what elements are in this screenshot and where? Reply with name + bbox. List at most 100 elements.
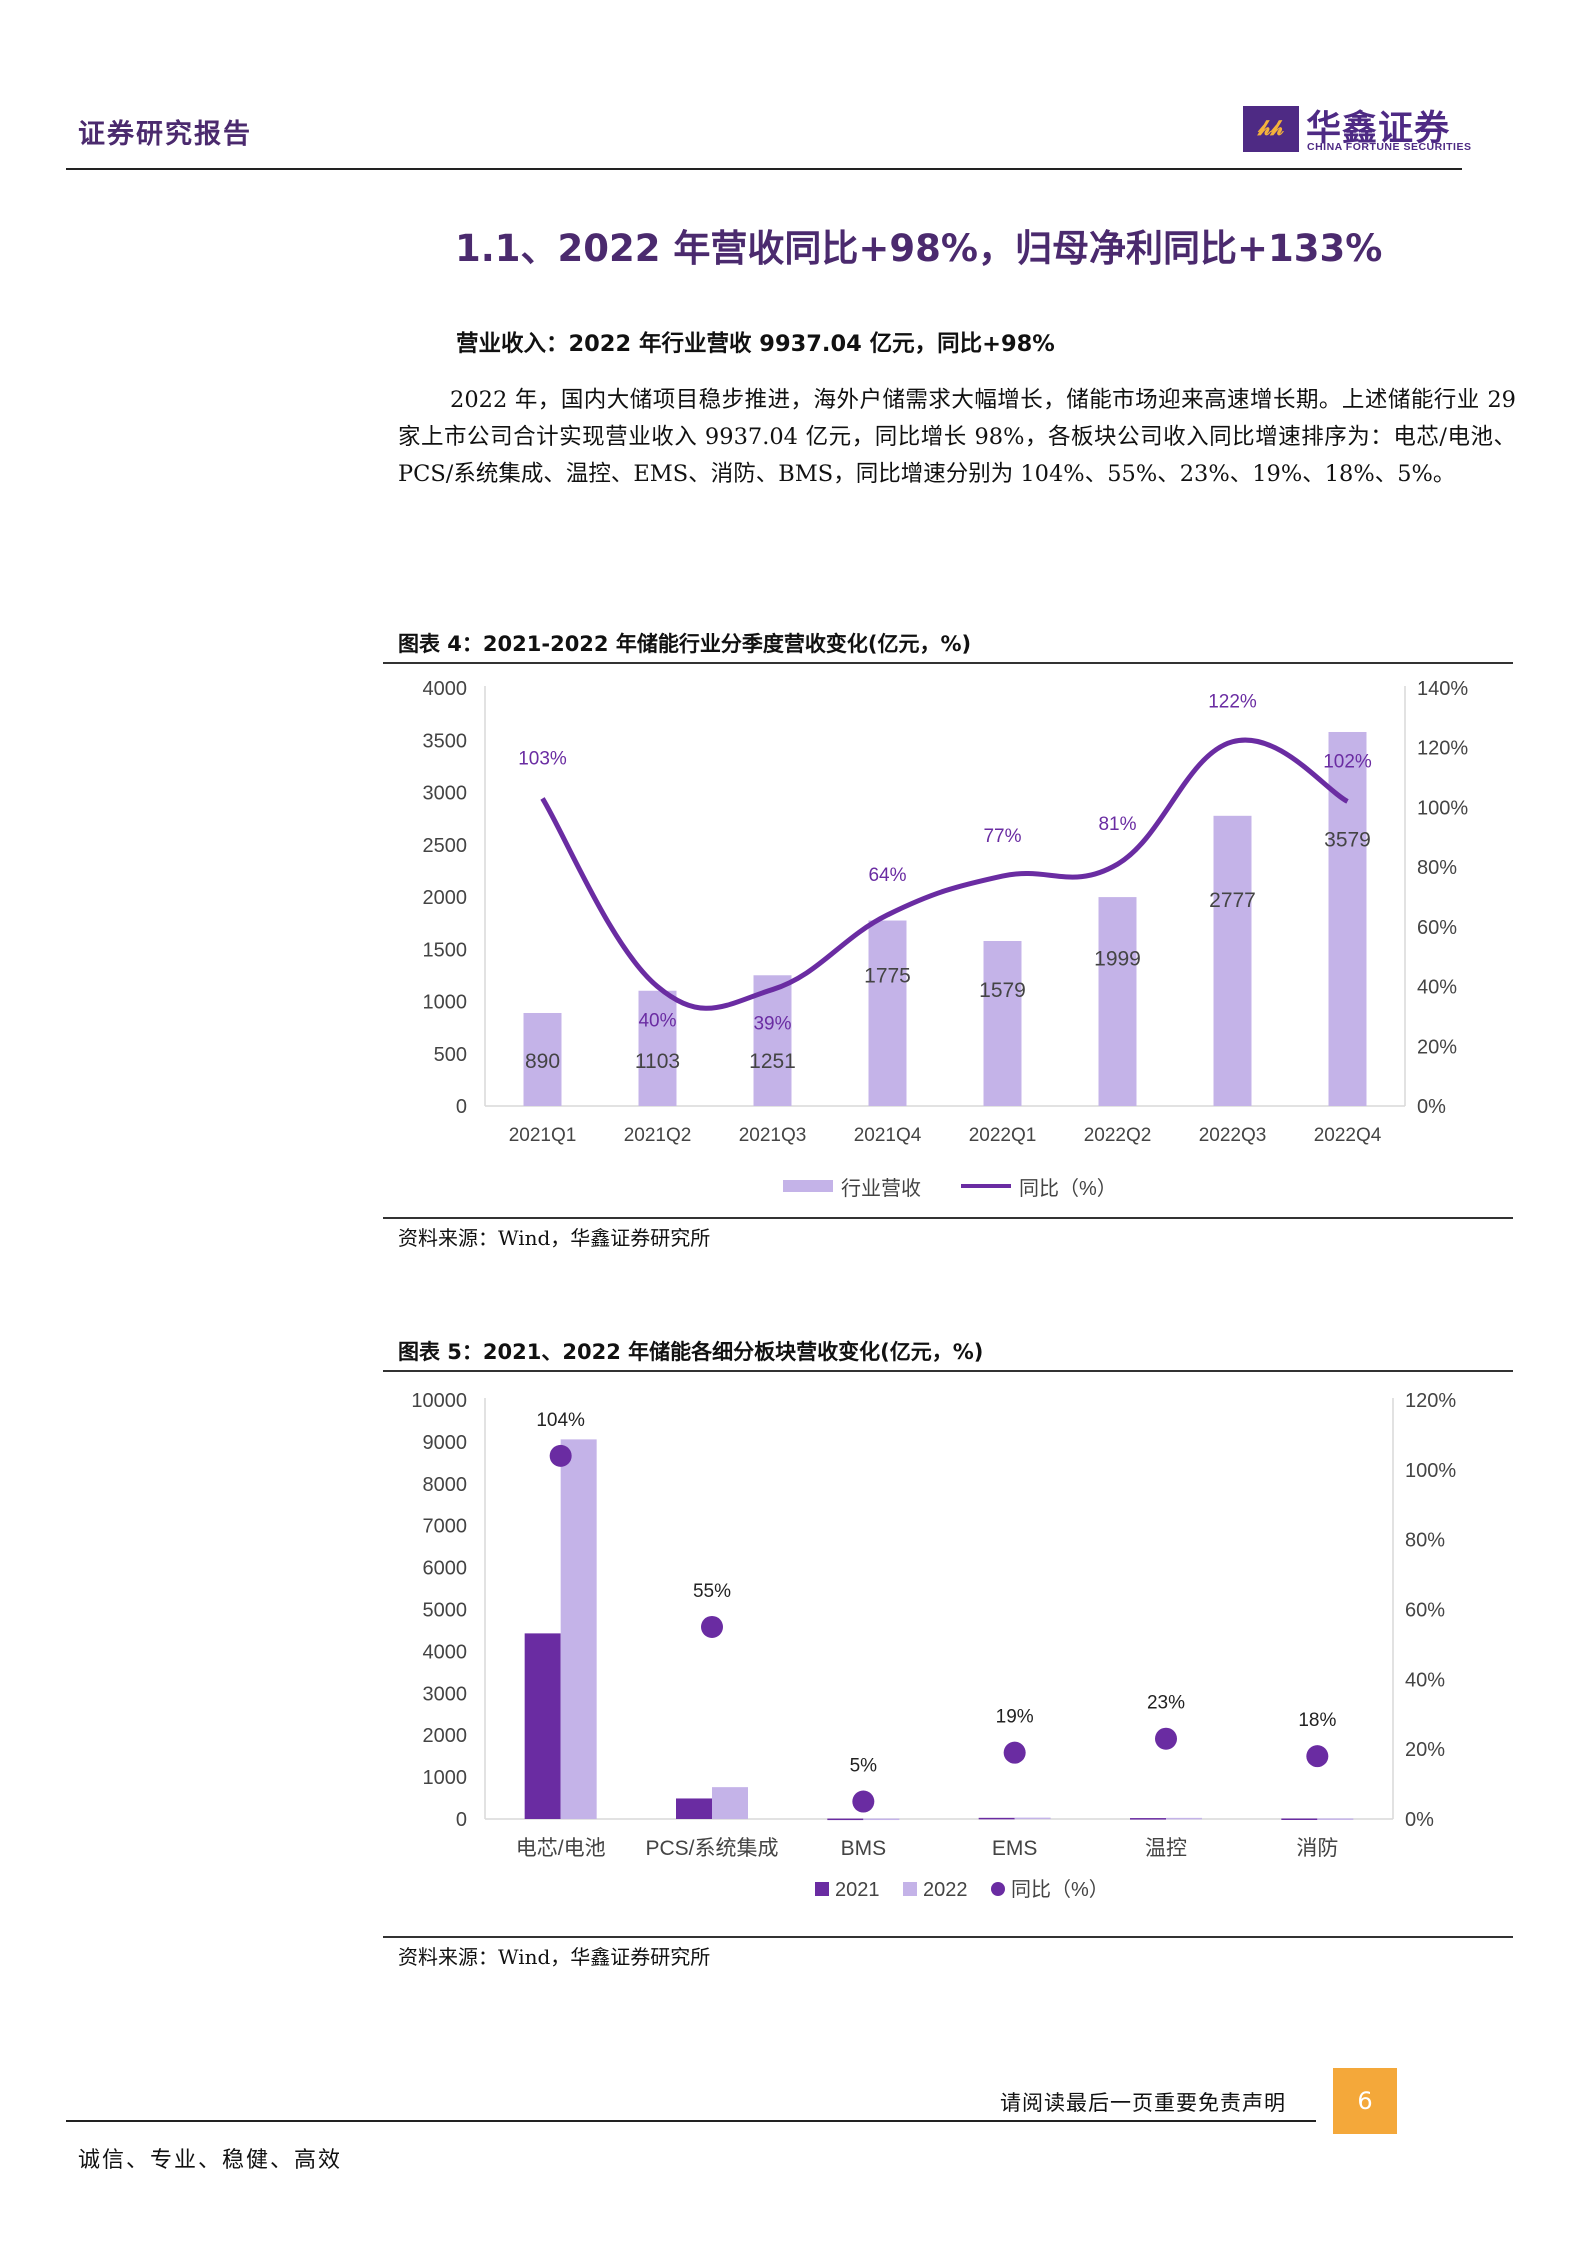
y-left-tick-label: 1000 bbox=[423, 992, 468, 1014]
yoy-growth-label: 19% bbox=[996, 1707, 1034, 1728]
y-right-tick-label: 60% bbox=[1417, 917, 1457, 939]
bar-2021 bbox=[1130, 1818, 1166, 1820]
y-right-tick-label: 60% bbox=[1405, 1600, 1445, 1622]
legend-bar-label: 行业营收 bbox=[841, 1177, 921, 1200]
y-left-tick-label: 4000 bbox=[423, 678, 468, 700]
header-divider bbox=[66, 168, 1462, 170]
y-right-tick-label: 0% bbox=[1417, 1096, 1446, 1118]
yoy-growth-label: 81% bbox=[1098, 814, 1136, 835]
yoy-growth-dot bbox=[852, 1790, 875, 1813]
y-left-tick-label: 9000 bbox=[423, 1432, 468, 1454]
y-left-tick-label: 6000 bbox=[423, 1558, 468, 1580]
revenue-bar bbox=[1098, 897, 1137, 1106]
sub-heading: 营业收入：2022 年行业营收 9937.04 亿元，同比+98% bbox=[456, 331, 1055, 357]
y-left-tick-label: 0 bbox=[456, 1096, 467, 1118]
bar-2022 bbox=[712, 1787, 748, 1819]
bar-2021 bbox=[676, 1798, 712, 1819]
bar-2021 bbox=[1281, 1818, 1318, 1820]
y-right-tick-label: 120% bbox=[1417, 738, 1468, 760]
figure4-bottom-rule bbox=[383, 1217, 1513, 1219]
x-tick-label: 2022Q4 bbox=[1314, 1125, 1382, 1146]
revenue-bar-label: 1579 bbox=[979, 979, 1026, 1002]
yoy-growth-label: 104% bbox=[536, 1410, 585, 1431]
y-right-tick-label: 120% bbox=[1405, 1390, 1456, 1412]
y-left-tick-label: 10000 bbox=[411, 1390, 467, 1412]
figure5-top-rule bbox=[383, 1370, 1513, 1372]
yoy-growth-label: 5% bbox=[850, 1756, 878, 1777]
y-left-tick-label: 5000 bbox=[423, 1600, 468, 1622]
page-number: 6 bbox=[1333, 2068, 1397, 2134]
yoy-growth-dot bbox=[701, 1615, 723, 1638]
x-tick-label: EMS bbox=[992, 1837, 1038, 1860]
x-tick-label: 温控 bbox=[1145, 1837, 1187, 1860]
y-left-tick-label: 3000 bbox=[423, 1683, 468, 1705]
legend-2022-swatch bbox=[903, 1882, 917, 1896]
figure4-title: 图表 4：2021-2022 年储能行业分季度营收变化(亿元，%) bbox=[398, 632, 972, 656]
revenue-bar bbox=[868, 920, 907, 1106]
bar-2022 bbox=[560, 1439, 597, 1819]
figure4-top-rule bbox=[383, 662, 1513, 664]
bar-2022 bbox=[1014, 1817, 1051, 1820]
y-right-tick-label: 0% bbox=[1405, 1809, 1434, 1831]
y-left-tick-label: 3000 bbox=[423, 783, 468, 805]
figure4-chart: 0 500 1000 1500 2000 2500 3000 3500 4000 0% 20% 40%… bbox=[423, 678, 1469, 1200]
x-tick-label: BMS bbox=[841, 1837, 887, 1860]
yoy-growth-label: 40% bbox=[638, 1011, 676, 1032]
bar-2022 bbox=[863, 1818, 900, 1821]
legend-2021-label: 2021 bbox=[835, 1879, 880, 1901]
section-title: 1.1、2022 年营收同比+98%，归母净利同比+133% bbox=[455, 227, 1383, 270]
revenue-bar-label: 2777 bbox=[1209, 889, 1256, 912]
legend-line-label: 同比（%） bbox=[1019, 1177, 1117, 1200]
body-paragraph: 2022 年，国内大储项目稳步推进，海外户储需求大幅增长，储能市场迎来高速增长期… bbox=[398, 387, 1516, 487]
yoy-growth-dot bbox=[1155, 1727, 1177, 1750]
revenue-bar-label: 1775 bbox=[864, 964, 911, 987]
revenue-bar-label: 1999 bbox=[1094, 948, 1141, 971]
revenue-bar bbox=[753, 975, 792, 1106]
y-left-tick-label: 3500 bbox=[423, 730, 468, 752]
x-tick-label: 2022Q3 bbox=[1199, 1125, 1267, 1146]
y-right-tick-label: 100% bbox=[1417, 797, 1468, 819]
yoy-growth-label: 39% bbox=[753, 1014, 791, 1035]
legend-yoy-label: 同比（%） bbox=[1011, 1878, 1109, 1901]
y-right-tick-label: 80% bbox=[1405, 1530, 1445, 1552]
brand-name-en: CHINA FORTUNE SECURITIES bbox=[1307, 141, 1472, 153]
yoy-growth-dot bbox=[1306, 1745, 1329, 1768]
revenue-bar-label: 1103 bbox=[635, 1050, 680, 1073]
yoy-growth-label: 55% bbox=[693, 1581, 731, 1602]
x-tick-label: 消防 bbox=[1296, 1837, 1338, 1860]
yoy-growth-dot bbox=[549, 1444, 572, 1467]
legend-yoy-swatch bbox=[991, 1882, 1005, 1896]
revenue-bar bbox=[523, 1012, 562, 1106]
y-left-tick-label: 2000 bbox=[423, 1725, 468, 1747]
revenue-bar bbox=[1213, 815, 1252, 1106]
y-right-tick-label: 40% bbox=[1417, 977, 1457, 999]
x-tick-label: 电芯/电池 bbox=[516, 1837, 606, 1860]
x-tick-label: 2022Q1 bbox=[969, 1125, 1037, 1146]
figure5-title: 图表 5：2021、2022 年储能各细分板块营收变化(亿元，%) bbox=[398, 1340, 984, 1364]
y-right-tick-label: 40% bbox=[1405, 1669, 1445, 1691]
report-type-label: 证券研究报告 bbox=[78, 119, 252, 150]
y-left-tick-label: 2000 bbox=[423, 887, 468, 909]
yoy-growth-label: 23% bbox=[1147, 1693, 1185, 1714]
bar-2021 bbox=[978, 1817, 1015, 1820]
bar-2021 bbox=[827, 1818, 864, 1821]
y-left-tick-label: 8000 bbox=[423, 1474, 468, 1496]
y-left-tick-label: 0 bbox=[456, 1809, 467, 1831]
footer-divider bbox=[66, 2120, 1316, 2122]
y-right-tick-label: 140% bbox=[1417, 678, 1468, 700]
y-right-tick-label: 100% bbox=[1405, 1460, 1456, 1482]
yoy-growth-label: 77% bbox=[983, 826, 1021, 847]
revenue-bar bbox=[983, 940, 1022, 1106]
figure5-chart: 0 1000 2000 3000 4000 5000 6000 7000 8000 9000 100… bbox=[411, 1390, 1456, 1901]
yoy-growth-label: 122% bbox=[1208, 692, 1257, 713]
yoy-growth-dot bbox=[1003, 1741, 1026, 1764]
y-left-tick-label: 2500 bbox=[423, 835, 468, 857]
yoy-growth-line bbox=[540, 737, 1349, 1011]
x-tick-label: 2022Q2 bbox=[1084, 1125, 1152, 1146]
x-tick-label: 2021Q3 bbox=[739, 1125, 807, 1146]
revenue-bar-label: 1251 bbox=[749, 1050, 796, 1073]
y-right-tick-label: 20% bbox=[1417, 1036, 1457, 1058]
bar-2022 bbox=[1317, 1818, 1354, 1820]
revenue-bar bbox=[1328, 731, 1367, 1106]
yoy-growth-label: 103% bbox=[518, 748, 567, 769]
